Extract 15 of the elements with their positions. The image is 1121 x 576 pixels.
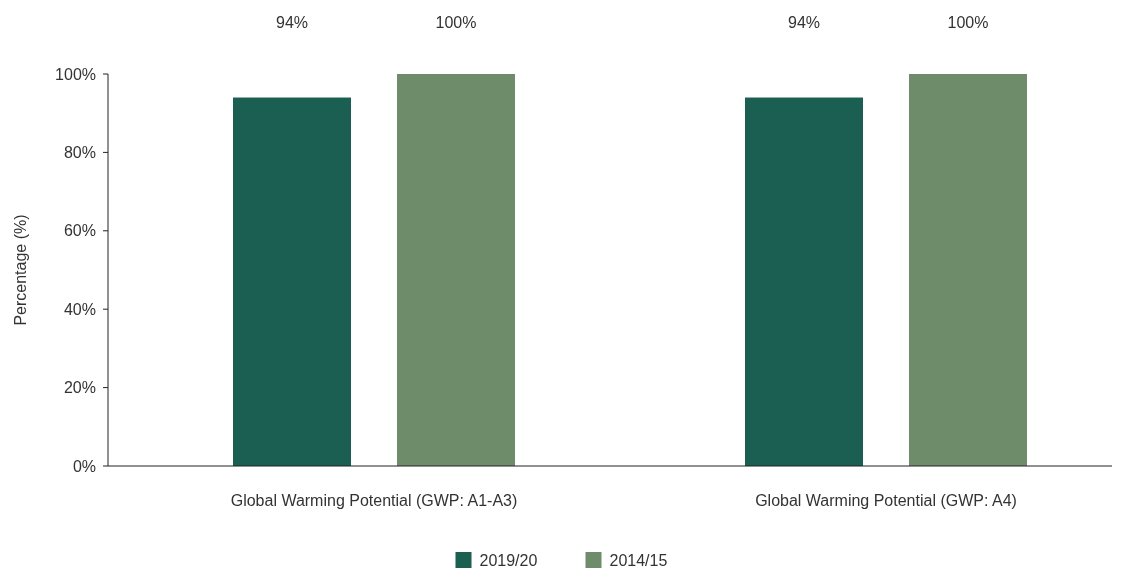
text: 100% bbox=[435, 14, 477, 31]
y-tick-label: 40% bbox=[63, 300, 96, 318]
text: 94% bbox=[787, 14, 821, 31]
x-tick-label: Global Warming Potential (GWP: A1-A3) bbox=[230, 491, 518, 509]
y-tick-label: 20% bbox=[63, 379, 96, 397]
legend-label: 2014/15 bbox=[609, 551, 668, 569]
x-tick-label: Global Warming Potential (GWP: A4) bbox=[755, 491, 1017, 509]
y-tick-label: 60% bbox=[63, 222, 96, 240]
text: 94% bbox=[275, 14, 309, 31]
y-axis-title: Percentage (%) bbox=[12, 214, 29, 326]
y-tick-label: 0% bbox=[72, 457, 96, 475]
y-tick-label: 80% bbox=[63, 144, 96, 161]
legend-label: 2019/20 bbox=[479, 551, 538, 569]
text: 100% bbox=[947, 14, 989, 31]
y-tick-label: 100% bbox=[55, 65, 96, 83]
